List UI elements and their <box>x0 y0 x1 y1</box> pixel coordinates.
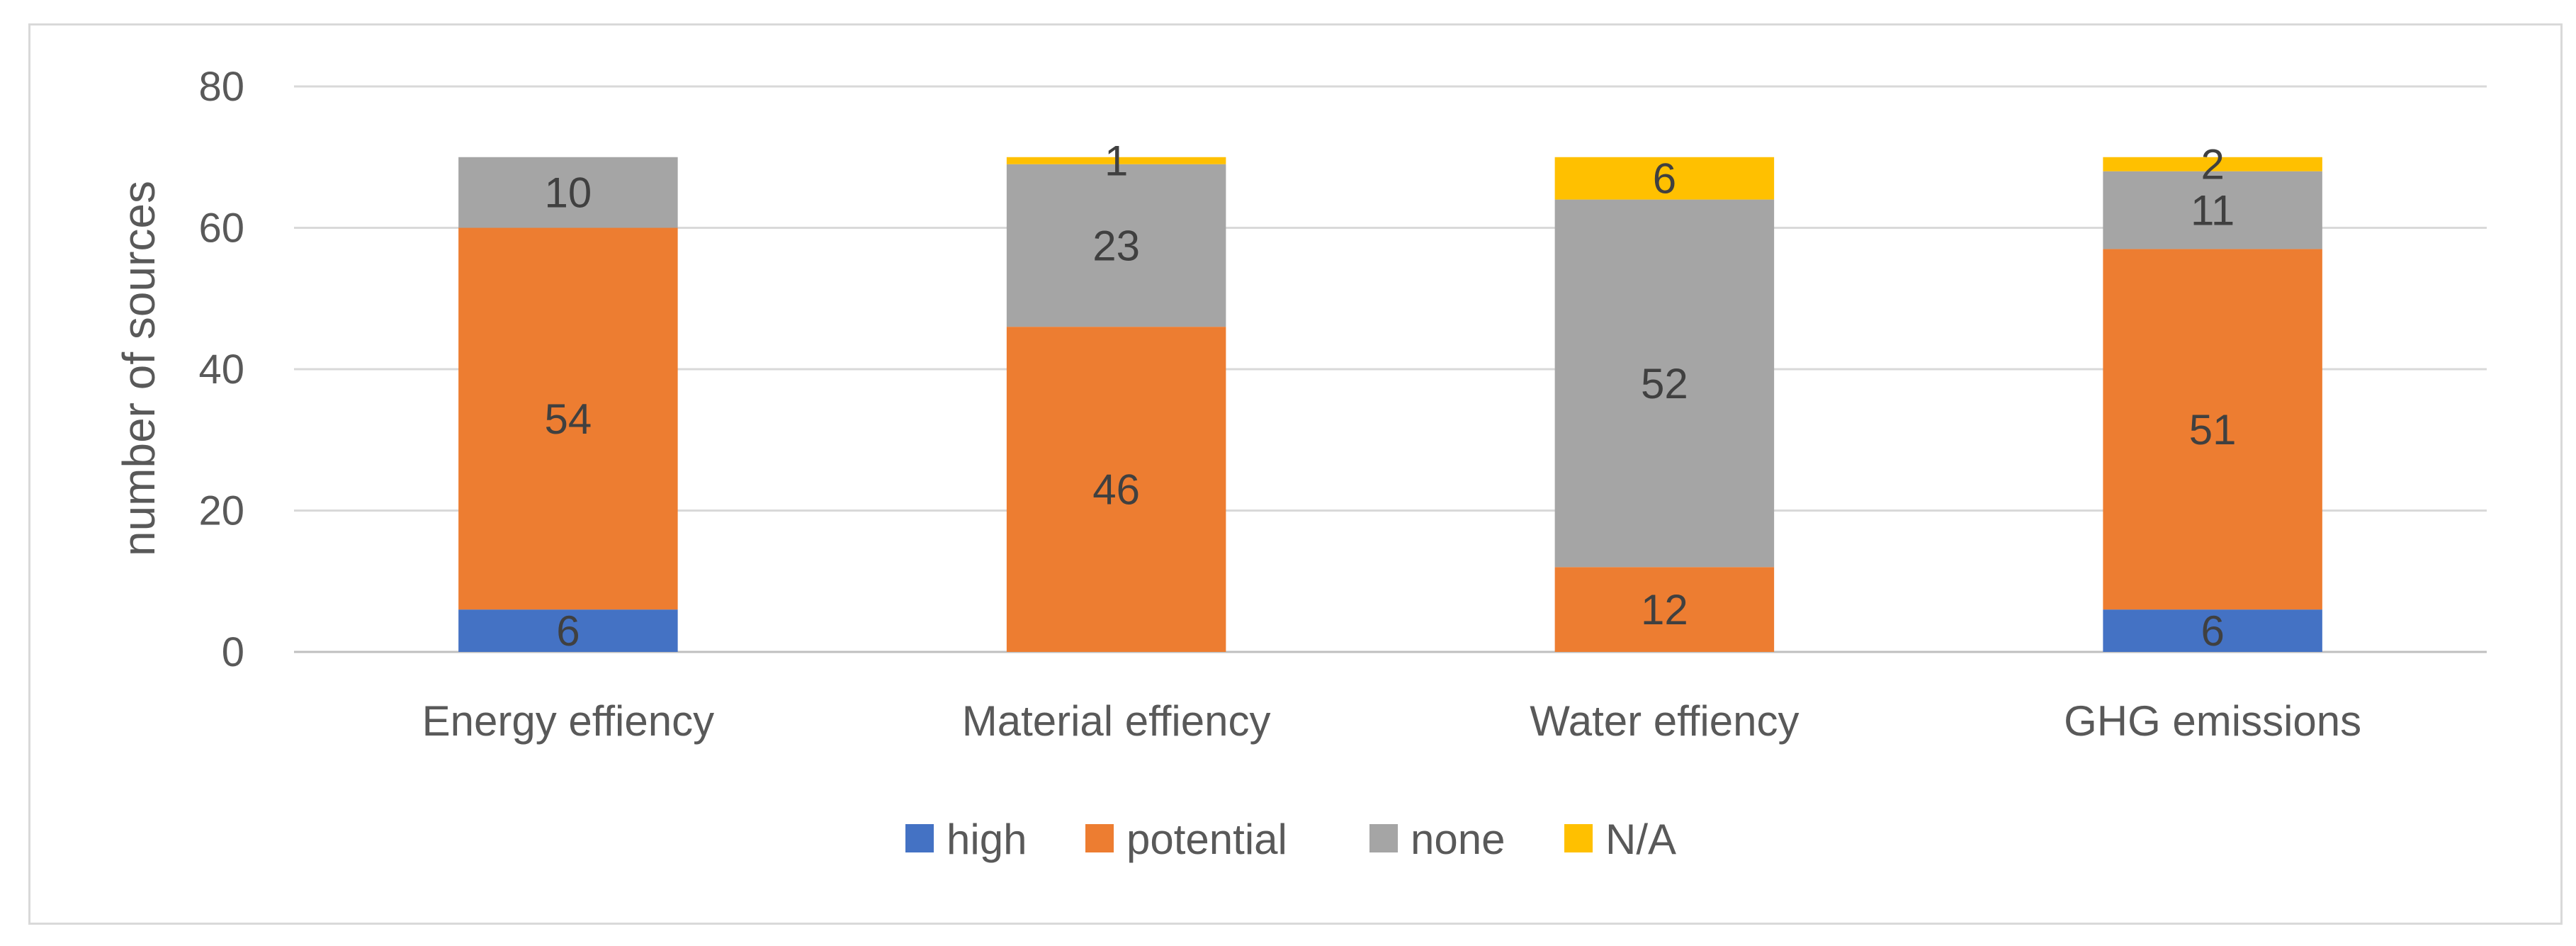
data-label: 23 <box>1092 222 1140 269</box>
legend-swatch <box>1085 824 1114 852</box>
y-axis-title: number of sources <box>113 181 164 556</box>
y-axis-ticks: 0 20 40 60 80 <box>198 64 244 675</box>
bar-segment-high <box>2103 609 2322 652</box>
legend-swatch <box>905 824 934 852</box>
y-tick-label: 20 <box>198 488 244 534</box>
data-label: 46 <box>1092 466 1140 514</box>
category-label: Water effiency <box>1530 697 1799 745</box>
bar-segment-high <box>458 609 678 652</box>
y-tick-label: 0 <box>222 629 244 675</box>
x-axis-categories: Energy effiency Material effiency Water ef… <box>422 697 2362 745</box>
data-label: 10 <box>545 169 592 217</box>
data-label: 11 <box>2191 187 2235 235</box>
legend-swatch <box>1369 824 1398 852</box>
bars <box>458 157 2322 652</box>
category-label: Material effiency <box>962 697 1271 745</box>
data-label: 52 <box>1641 360 1688 407</box>
bar-segment-none <box>1554 199 1775 568</box>
legend-swatch <box>1564 824 1593 852</box>
legend-label: none <box>1411 816 1505 863</box>
data-label: 6 <box>2201 607 2224 655</box>
legend: high potential none N/A <box>905 816 1676 863</box>
data-label: 1 <box>1105 137 1128 185</box>
bar-segment-none <box>1006 164 1226 327</box>
bar-segment-potential <box>1554 567 1775 652</box>
y-tick-label: 80 <box>198 64 244 110</box>
category-label: GHG emissions <box>2064 697 2361 745</box>
bar-segment-n-a <box>1006 157 1226 164</box>
y-tick-label: 40 <box>198 347 244 393</box>
legend-label: N/A <box>1605 816 1676 863</box>
data-label: 54 <box>545 395 592 443</box>
bar-segment-potential <box>1006 327 1226 652</box>
category-label: Energy effiency <box>422 697 714 745</box>
bar-segment-none <box>458 157 678 228</box>
data-label: 6 <box>1653 155 1676 203</box>
bar-segment-none <box>2103 171 2322 249</box>
legend-label: high <box>947 816 1027 863</box>
data-label: 12 <box>1641 586 1688 634</box>
bar-segment-potential <box>2103 249 2322 610</box>
bar-segment-n-a <box>1554 157 1775 200</box>
bar-segment-potential <box>458 227 678 610</box>
data-label: 51 <box>2189 406 2237 454</box>
y-tick-label: 60 <box>198 205 244 252</box>
bar-segment-n-a <box>2103 157 2322 171</box>
data-label: 2 <box>2201 141 2224 188</box>
data-label: 6 <box>556 607 580 655</box>
legend-label: potential <box>1126 816 1287 863</box>
